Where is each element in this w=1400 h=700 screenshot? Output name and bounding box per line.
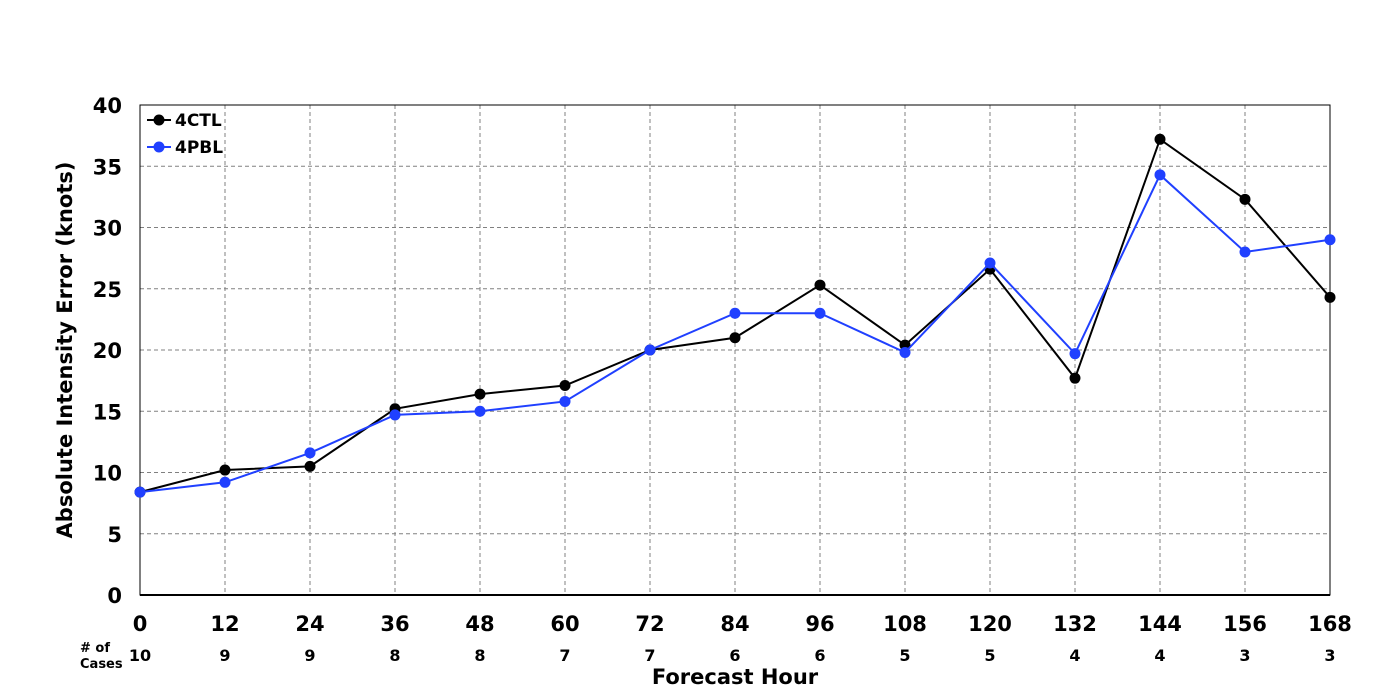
x-tick-label: 108 bbox=[883, 612, 927, 636]
y-tick-label: 40 bbox=[93, 94, 122, 118]
x-tick-label: 36 bbox=[380, 612, 409, 636]
y-tick-label: 25 bbox=[93, 278, 122, 302]
data-point bbox=[729, 332, 741, 344]
x-tick-label: 144 bbox=[1138, 612, 1182, 636]
cases-row: # of Cases 10 9 9 8 8 7 7 6 6 5 5 4 4 3 3 bbox=[80, 641, 1336, 672]
data-point bbox=[304, 447, 316, 459]
data-point bbox=[389, 409, 401, 421]
x-tick-label: 60 bbox=[550, 612, 579, 636]
legend-swatch-marker bbox=[153, 114, 165, 126]
data-point bbox=[134, 486, 146, 498]
x-tick-label: 120 bbox=[968, 612, 1012, 636]
case-count: 6 bbox=[729, 646, 740, 665]
data-point bbox=[219, 464, 231, 476]
data-point bbox=[219, 476, 231, 488]
data-point bbox=[1239, 246, 1251, 258]
case-count: 9 bbox=[219, 646, 230, 665]
data-point bbox=[304, 460, 316, 472]
data-point bbox=[1069, 348, 1081, 360]
data-point bbox=[984, 257, 996, 269]
data-point bbox=[474, 405, 486, 417]
x-tick-label: 156 bbox=[1223, 612, 1267, 636]
data-point bbox=[1324, 291, 1336, 303]
case-count: 7 bbox=[559, 646, 570, 665]
case-count: 6 bbox=[814, 646, 825, 665]
legend-label: 4CTL bbox=[175, 111, 222, 131]
legend-swatch-marker bbox=[153, 141, 165, 153]
x-tick-label: 24 bbox=[295, 612, 324, 636]
y-tick-label: 15 bbox=[93, 400, 122, 424]
case-count: 3 bbox=[1239, 646, 1250, 665]
case-count: 5 bbox=[899, 646, 910, 665]
legend-label: 4PBL bbox=[175, 138, 223, 158]
y-tick-label: 10 bbox=[93, 462, 122, 486]
data-point bbox=[1069, 372, 1081, 384]
case-count: 5 bbox=[984, 646, 995, 665]
data-point bbox=[899, 346, 911, 358]
y-tick-label: 5 bbox=[107, 523, 122, 547]
data-point bbox=[729, 307, 741, 319]
case-count: 4 bbox=[1154, 646, 1165, 665]
data-point bbox=[1239, 193, 1251, 205]
y-tick-label: 30 bbox=[93, 217, 122, 241]
data-point bbox=[559, 395, 571, 407]
case-count: 8 bbox=[474, 646, 485, 665]
case-count: 10 bbox=[129, 646, 151, 665]
series bbox=[134, 133, 1336, 498]
data-point bbox=[1154, 169, 1166, 181]
x-axis-title: Forecast Hour bbox=[652, 665, 819, 689]
x-tick-label: 168 bbox=[1308, 612, 1352, 636]
x-ticks: 0 12 24 36 48 60 72 84 96 108 120 132 144 156 168 bbox=[133, 612, 1352, 636]
data-point bbox=[814, 307, 826, 319]
x-tick-label: 48 bbox=[465, 612, 494, 636]
grid bbox=[140, 105, 1330, 595]
data-point bbox=[474, 388, 486, 400]
case-count: 4 bbox=[1069, 646, 1080, 665]
x-tick-label: 96 bbox=[805, 612, 834, 636]
legend: 4CTL 4PBL bbox=[147, 111, 223, 158]
case-count: 3 bbox=[1324, 646, 1335, 665]
x-tick-label: 12 bbox=[210, 612, 239, 636]
data-point bbox=[644, 344, 656, 356]
x-tick-label: 132 bbox=[1053, 612, 1097, 636]
case-count: 7 bbox=[644, 646, 655, 665]
y-ticks: 0 5 10 15 20 25 30 35 40 bbox=[93, 94, 122, 608]
x-tick-label: 0 bbox=[133, 612, 148, 636]
y-tick-label: 35 bbox=[93, 155, 122, 179]
y-tick-label: 0 bbox=[107, 584, 122, 608]
data-point bbox=[559, 380, 571, 392]
data-point bbox=[1324, 234, 1336, 246]
cases-header-line-1: # of bbox=[80, 641, 110, 656]
case-count: 9 bbox=[304, 646, 315, 665]
cases-header-line-2: Cases bbox=[80, 657, 123, 672]
series-4pbl bbox=[134, 169, 1336, 498]
data-point bbox=[1154, 133, 1166, 145]
y-tick-label: 20 bbox=[93, 339, 122, 363]
case-count: 8 bbox=[389, 646, 400, 665]
x-tick-label: 72 bbox=[635, 612, 664, 636]
legend-item-4ctl: 4CTL bbox=[147, 111, 222, 131]
legend-item-4pbl: 4PBL bbox=[147, 138, 223, 158]
y-axis-title: Absolute Intensity Error (knots) bbox=[53, 162, 77, 539]
data-point bbox=[814, 279, 826, 291]
x-tick-label: 84 bbox=[720, 612, 749, 636]
